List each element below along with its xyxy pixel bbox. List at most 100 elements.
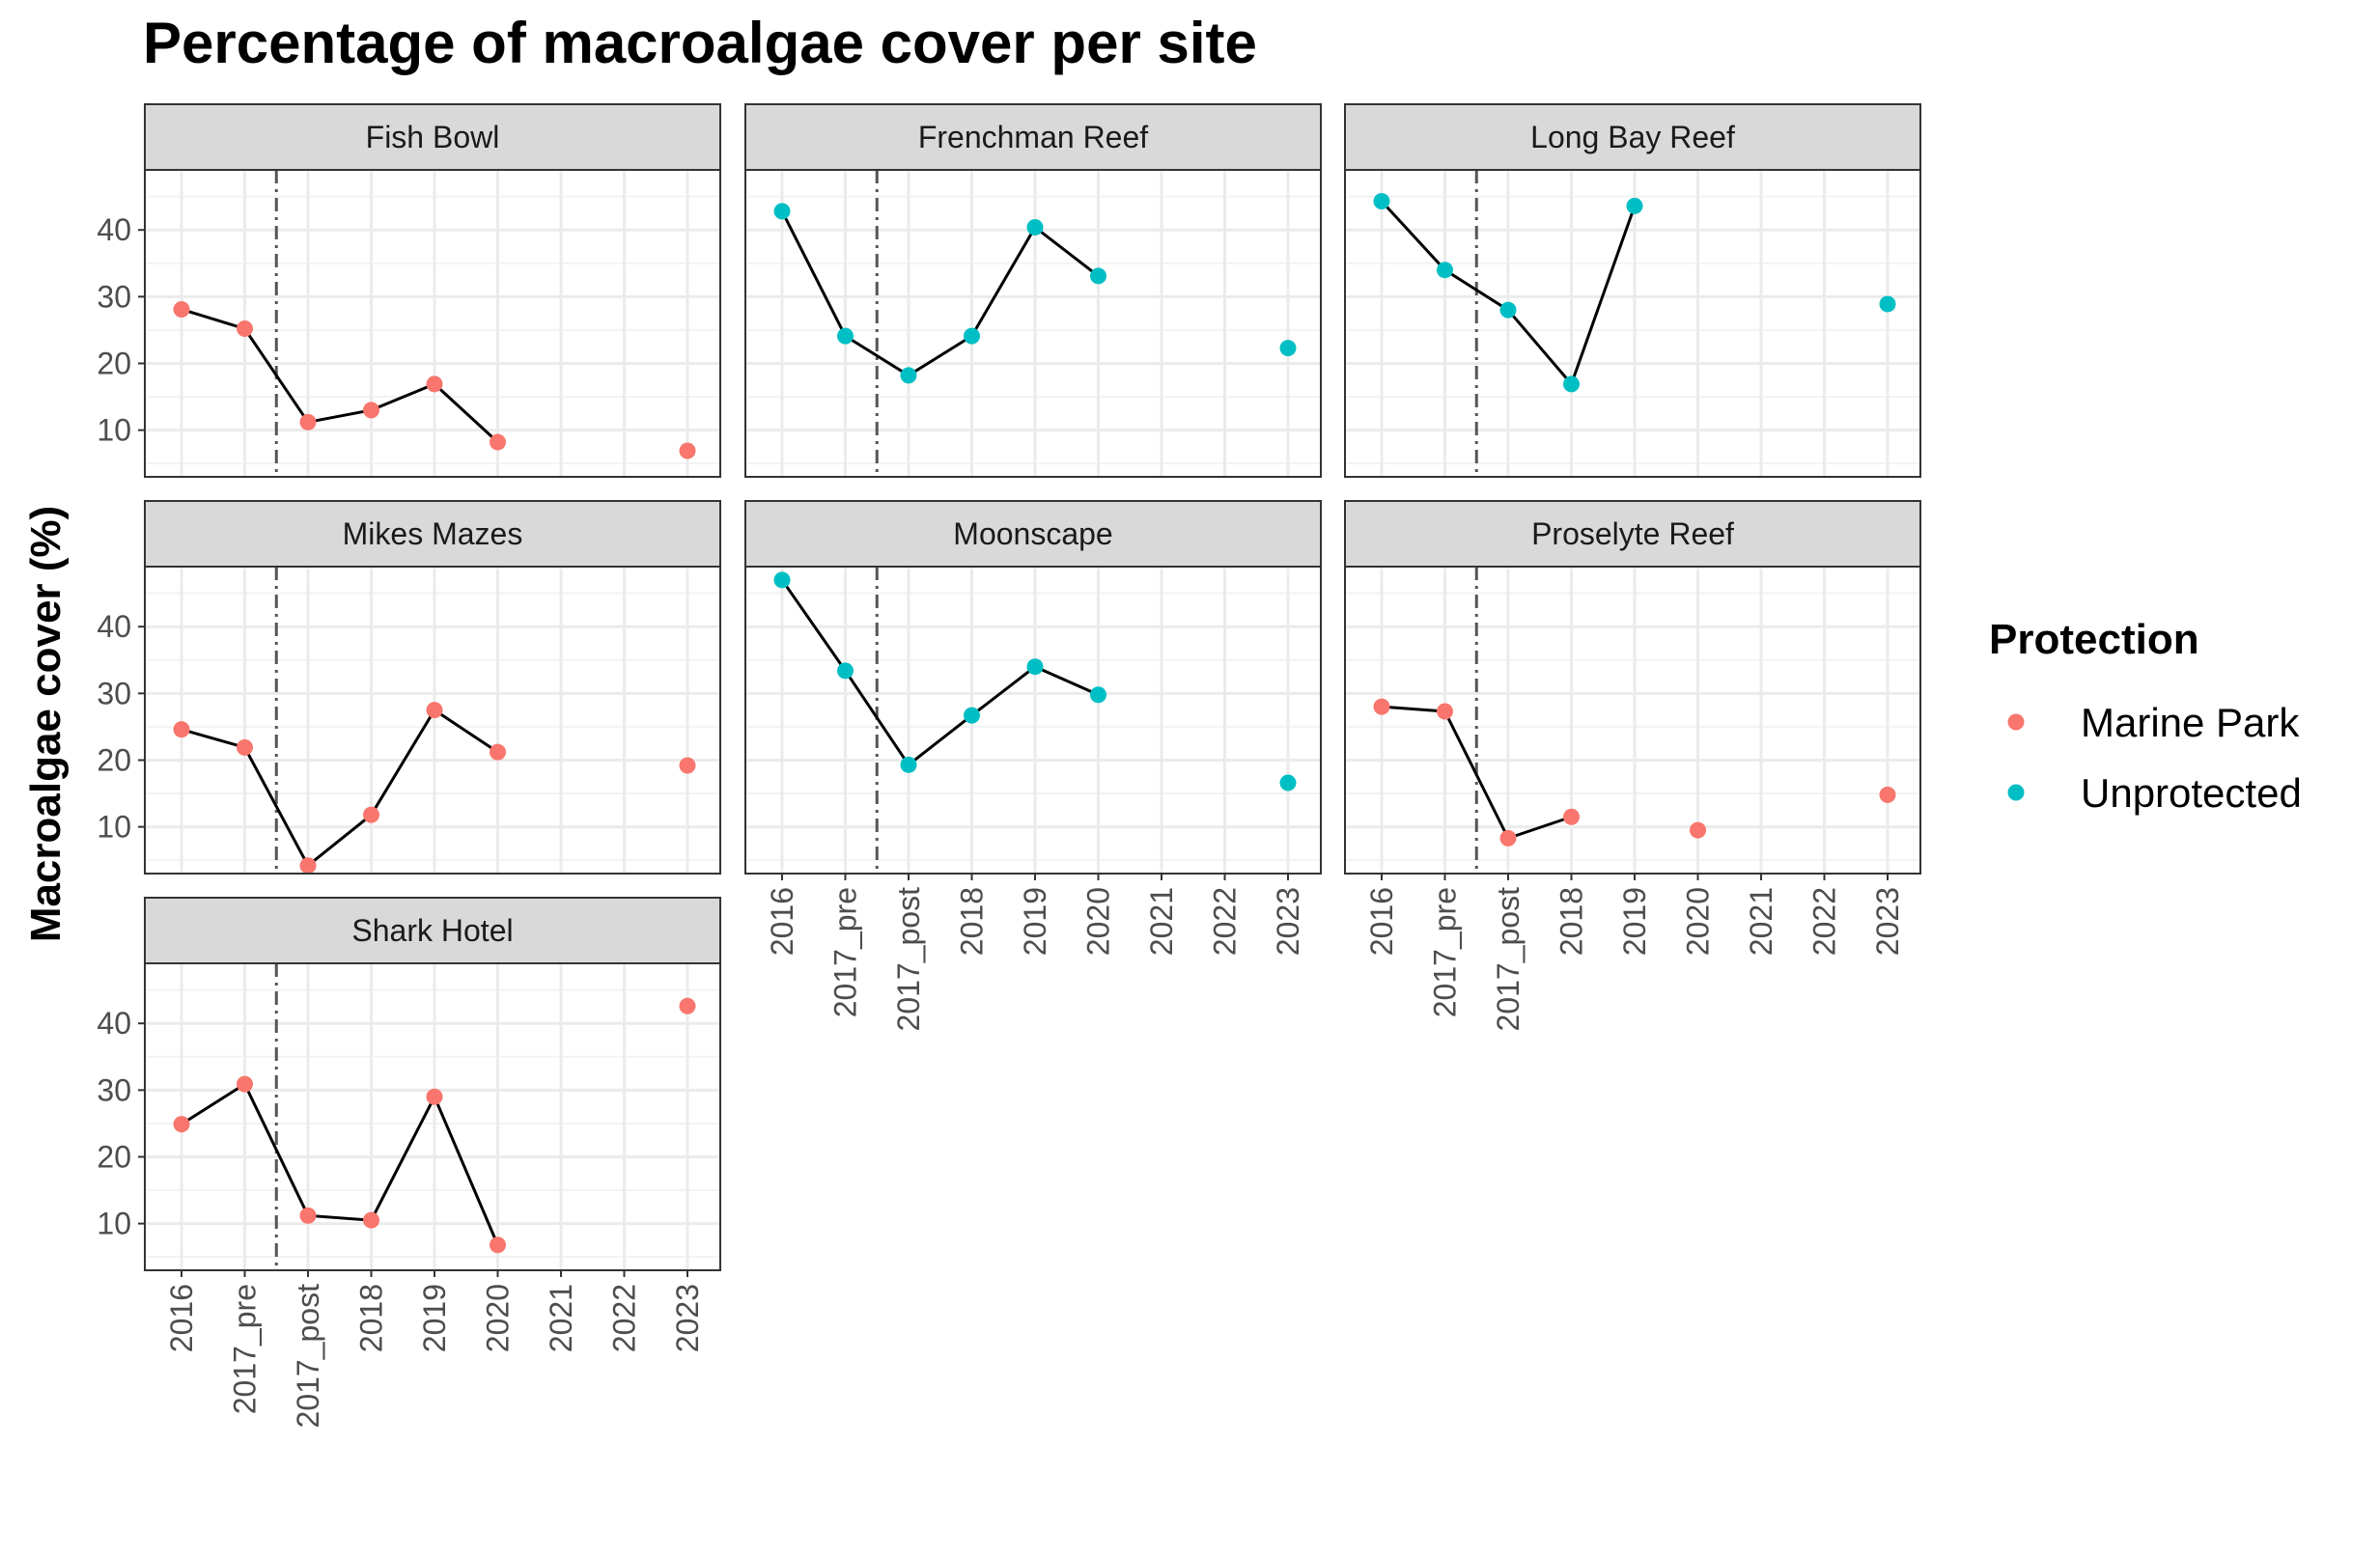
y-tick-label: 10 [97,413,131,448]
series-segment-long-bay-reef [1506,309,1573,385]
series-segment-frenchman-reef [780,210,847,337]
panel-border [1344,566,1921,875]
x-tick-label: 2017_post [291,1284,325,1429]
data-point-frenchman-reef-2018 [964,327,980,345]
series-segment-fish-bowl [243,327,310,424]
panel-border [744,566,1322,875]
data-point-moonscape-2020 [1090,686,1106,704]
data-point-proselyte-reef-2017_post [1499,829,1517,847]
data-point-moonscape-2023 [1279,774,1297,792]
x-tick-label: 2016 [164,1284,199,1352]
facet-panels: Fish Bowl 10 20 30 40 Frenchman Reef Long Bay … [97,103,1921,1429]
x-tick-label: 2020 [481,1284,516,1352]
y-tick-label: 30 [97,676,131,710]
data-point-mikes-mazes-2017_post [299,857,317,875]
facet-label-frenchman-reef: Frenchman Reef [918,120,1148,154]
y-tick-label: 10 [97,810,131,845]
data-point-fish-bowl-2017_post [299,413,317,431]
y-tick-label: 40 [97,609,131,644]
data-point-frenchman-reef-2019 [1026,218,1044,236]
series-segment-frenchman-reef [908,334,973,377]
x-tick-label: 2021 [544,1284,578,1352]
series-segment-shark-hotel [307,1213,372,1222]
facet-strip-mikes-mazes [144,500,721,568]
data-point-shark-hotel-2019 [426,1088,443,1105]
series-segment-long-bay-reef [1570,205,1637,385]
series-segment-shark-hotel [433,1096,499,1246]
facet-strip-shark-hotel [144,897,721,964]
y-tick-label: 20 [97,346,131,380]
legend-title: Protection [1989,616,2199,663]
data-point-proselyte-reef-2016 [1373,698,1390,715]
data-point-shark-hotel-2020 [490,1236,506,1254]
data-point-moonscape-2017_pre [837,662,854,680]
data-point-fish-bowl-2019 [426,375,443,393]
data-point-mikes-mazes-2020 [490,743,506,761]
data-point-proselyte-reef-2023 [1879,786,1896,803]
y-tick-label: 30 [97,279,131,314]
panel-border [144,169,721,478]
x-tick-label: 2017_pre [828,887,863,1017]
x-tick-label: 2021 [1144,887,1179,956]
x-tick-label: 2018 [1554,887,1589,956]
data-point-moonscape-2019 [1026,658,1044,676]
series-segment-mikes-mazes [370,709,436,816]
series-segment-mikes-mazes [181,728,245,749]
panel-frenchman-reef: Frenchman Reef [744,103,1322,478]
panel-long-bay-reef: Long Bay Reef [1344,103,1921,478]
y-tick-label: 10 [97,1207,131,1241]
series-segment-mikes-mazes [243,746,310,867]
series-segment-shark-hotel [370,1096,436,1221]
series-segment-proselyte-reef [1381,705,1445,713]
facet-label-long-bay-reef: Long Bay Reef [1530,120,1735,154]
x-tick-label: 2021 [1744,887,1778,956]
facet-label-shark-hotel: Shark Hotel [351,913,513,948]
panel-proselyte-reef: Proselyte Reef 2016 2017_pre 2017_post 2018 2… [1344,500,1921,1032]
series-segment-mikes-mazes [434,709,499,754]
series-segment-shark-hotel [181,1082,246,1125]
data-point-long-bay-reef-2019 [1626,197,1643,214]
legend-label-unprotected: Unprotected [2081,770,2302,816]
data-point-mikes-mazes-2016 [173,721,190,738]
x-tick-label: 2017_pre [1428,887,1463,1017]
data-point-mikes-mazes-2019 [426,702,443,719]
data-point-fish-bowl-2023 [679,442,696,459]
facet-label-mikes-mazes: Mikes Mazes [343,516,523,551]
x-tick-label: 2016 [765,887,799,956]
data-point-mikes-mazes-2018 [363,806,379,823]
data-point-shark-hotel-2018 [363,1211,379,1229]
data-point-shark-hotel-2016 [173,1116,190,1133]
series-segment-mikes-mazes [307,813,373,867]
x-tick-label: 2020 [1681,887,1716,956]
x-tick-label: 2023 [1271,887,1305,956]
y-tick-label: 20 [97,742,131,777]
x-tick-label: 2017_post [1491,887,1526,1032]
x-tick-label: 2023 [1870,887,1905,956]
data-point-long-bay-reef-2018 [1563,375,1580,393]
legend-key-marine-park [2007,713,2025,731]
x-tick-label: 2022 [1807,887,1842,956]
series-segment-fish-bowl [307,408,372,424]
y-tick-label: 40 [97,212,131,247]
data-point-proselyte-reef-2020 [1690,821,1706,839]
data-point-mikes-mazes-2023 [679,757,696,774]
chart-title: Percentage of macroalgae cover per site [143,11,1257,75]
facet-label-moonscape: Moonscape [953,516,1112,551]
series-segment-moonscape [844,670,910,766]
x-tick-label: 2017_pre [228,1284,263,1414]
x-tick-label: 2017_post [891,887,926,1032]
panel-border [1344,169,1921,478]
data-point-shark-hotel-2017_post [299,1207,317,1224]
data-point-mikes-mazes-2017_pre [237,738,253,756]
y-axis-label: Macroalgae cover (%) [22,506,70,942]
x-tick-label: 2022 [1208,887,1243,956]
x-tick-label: 2023 [670,1284,705,1352]
x-tick-label: 2016 [1364,887,1399,956]
series-segment-proselyte-reef [1507,815,1572,840]
panel-mikes-mazes: Mikes Mazes 10 20 30 40 [97,500,721,875]
legend-key-unprotected [2007,784,2025,801]
facet-strip-frenchman-reef [744,103,1322,171]
data-point-long-bay-reef-2023 [1879,295,1896,313]
panel-border [144,962,721,1271]
